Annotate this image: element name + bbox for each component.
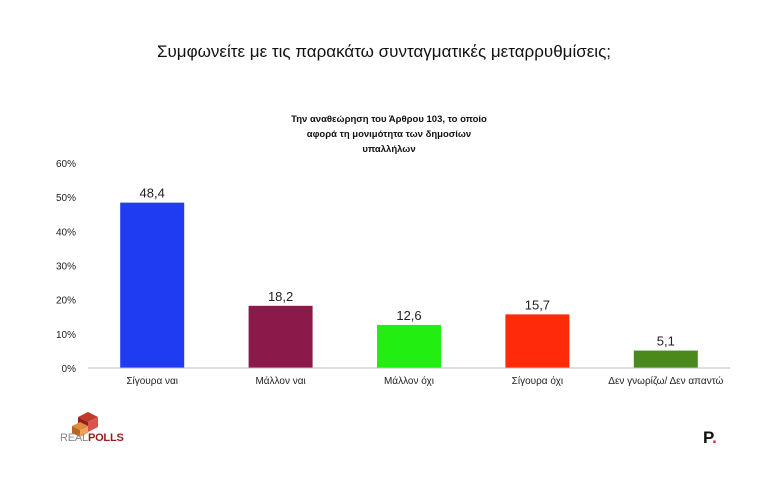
y-tick-label: 30% — [56, 262, 76, 273]
category-label: Σίγουρα ναι — [126, 375, 178, 387]
y-tick-label: 0% — [62, 364, 77, 375]
chart-title: Την αναθεώρηση του Άρθρου 103, το οποίο α… — [291, 114, 487, 155]
page-title: Συμφωνείτε με τις παρακάτω συνταγματικές… — [157, 42, 611, 61]
realpolls-logo-icon — [72, 412, 98, 437]
category-label: Σίγουρα όχι — [512, 375, 563, 387]
bar — [377, 324, 441, 368]
bar-value-label: 18,2 — [268, 289, 293, 304]
bar — [248, 305, 313, 368]
bar-value-label: 48,4 — [140, 186, 165, 201]
category-label: Μάλλον ναι — [255, 375, 305, 387]
chart-title-line: Την αναθεώρηση του Άρθρου 103, το οποίο — [291, 114, 487, 125]
y-tick-label: 10% — [56, 330, 76, 341]
bars: 48,4 18,2 12,6 15,7 5,1 — [120, 186, 698, 368]
category-label: Μάλλον όχι — [384, 375, 434, 387]
chart-title-line: αφορά τη μονιμότητα των δημοσίων — [307, 129, 471, 140]
realpolls-logo-text: REALPOLLS — [60, 432, 124, 444]
bar — [120, 202, 185, 368]
y-axis: 0% 10% 20% 30% 40% 50% 60% — [56, 159, 76, 375]
category-label: Δεν γνωρίζω/ Δεν απαντώ — [608, 375, 723, 387]
y-tick-label: 60% — [56, 159, 76, 170]
chart-title-line: υπαλλήλων — [362, 144, 415, 155]
y-tick-label: 50% — [56, 193, 76, 204]
y-tick-label: 40% — [56, 227, 76, 238]
bar-value-label: 5,1 — [657, 334, 675, 349]
brand-mark: P. — [703, 428, 717, 447]
x-axis: Σίγουρα ναι Μάλλον ναι Μάλλον όχι Σίγουρα ό… — [88, 367, 730, 387]
bar — [633, 350, 698, 368]
bar-value-label: 15,7 — [525, 297, 550, 312]
bar — [505, 314, 570, 368]
y-tick-label: 20% — [56, 296, 76, 307]
bar-value-label: 12,6 — [396, 308, 421, 323]
